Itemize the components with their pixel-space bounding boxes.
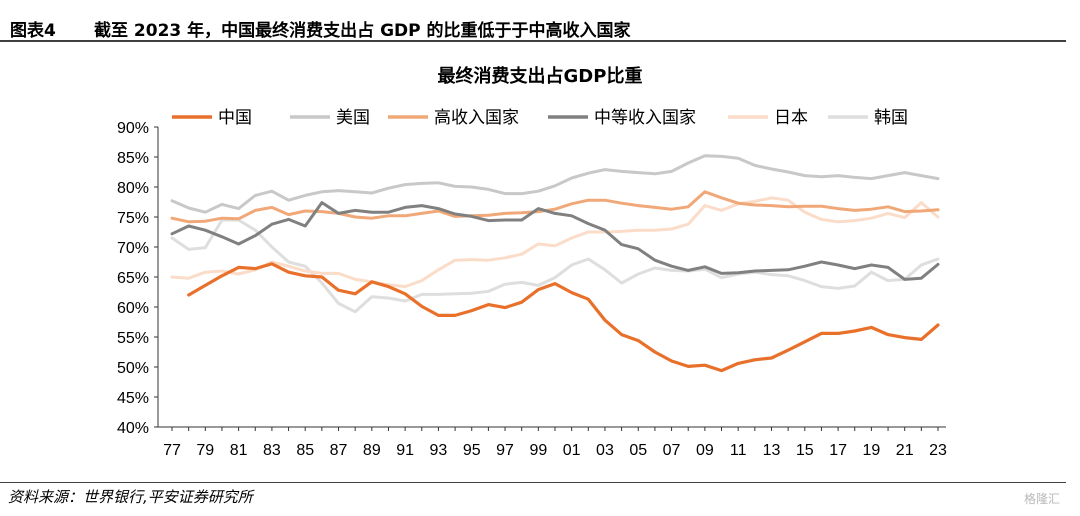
y-tick-label: 50%	[117, 360, 149, 377]
figure-title: 截至 2023 年，中国最终消费支出占 GDP 的比重低于于中高收入国家	[94, 21, 631, 41]
footer-divider	[0, 482, 1066, 483]
x-tick-label: 05	[629, 442, 647, 459]
series-line-5	[170, 196, 940, 289]
x-tick-label: 09	[696, 442, 714, 459]
x-tick-label: 97	[496, 442, 514, 459]
y-tick-label: 45%	[117, 390, 149, 407]
x-tick-label: 11	[730, 442, 747, 459]
x-tick-label: 17	[829, 442, 847, 459]
series-line-3	[170, 190, 940, 224]
series-line-1	[187, 262, 940, 373]
legend-label: 中等收入国家	[594, 108, 696, 128]
x-tick-label: 03	[596, 442, 614, 459]
legend-label: 高收入国家	[434, 108, 519, 128]
x-tick-label: 81	[230, 442, 248, 459]
series-line-6	[170, 218, 940, 314]
x-tick-label: 91	[396, 442, 414, 459]
y-tick-label: 65%	[117, 270, 149, 287]
x-tick-label: 13	[763, 442, 781, 459]
legend-label: 美国	[336, 108, 370, 128]
y-tick-label: 75%	[117, 210, 149, 227]
watermark: 格隆汇	[1023, 492, 1060, 506]
figure-header: 图表4 截至 2023 年，中国最终消费支出占 GDP 的比重低于于中高收入国家	[0, 0, 1066, 42]
x-tick-label: 87	[330, 442, 348, 459]
x-tick-label: 77	[163, 442, 181, 459]
chart-title: 最终消费支出占GDP比重	[437, 66, 643, 87]
x-tick-label: 85	[296, 442, 314, 459]
x-tick-label: 15	[796, 442, 814, 459]
y-tick-label: 70%	[117, 240, 149, 257]
y-tick-label: 60%	[117, 300, 149, 317]
x-tick-label: 19	[862, 442, 880, 459]
x-tick-label: 01	[563, 442, 581, 459]
legend-label: 韩国	[874, 108, 908, 128]
line-chart: 40% 45% 50% 55% 60% 65% 70% 75% 80% 85% 90% 77 79 81 8…	[117, 108, 947, 459]
legend-label: 日本	[774, 108, 808, 128]
legend-label: 中国	[218, 108, 252, 128]
series-line-4	[170, 201, 940, 281]
x-tick-label: 99	[529, 442, 547, 459]
y-tick-label: 85%	[117, 150, 149, 167]
figure-label: 图表4	[10, 21, 56, 41]
x-tick-label: 79	[196, 442, 214, 459]
series-line-2	[170, 154, 940, 214]
y-tick-label: 80%	[117, 180, 149, 197]
y-tick-label: 90%	[117, 120, 149, 137]
x-tick-label: 89	[363, 442, 381, 459]
x-tick-label: 07	[663, 442, 681, 459]
x-tick-label: 93	[430, 442, 448, 459]
x-tick-label: 21	[896, 442, 914, 459]
y-tick-label: 40%	[117, 420, 149, 437]
x-tick-label: 83	[263, 442, 281, 459]
source-note: 资料来源：世界银行,平安证券研究所	[8, 488, 253, 506]
x-tick-label: 95	[463, 442, 481, 459]
x-tick-label: 23	[929, 442, 947, 459]
y-tick-label: 55%	[117, 330, 149, 347]
